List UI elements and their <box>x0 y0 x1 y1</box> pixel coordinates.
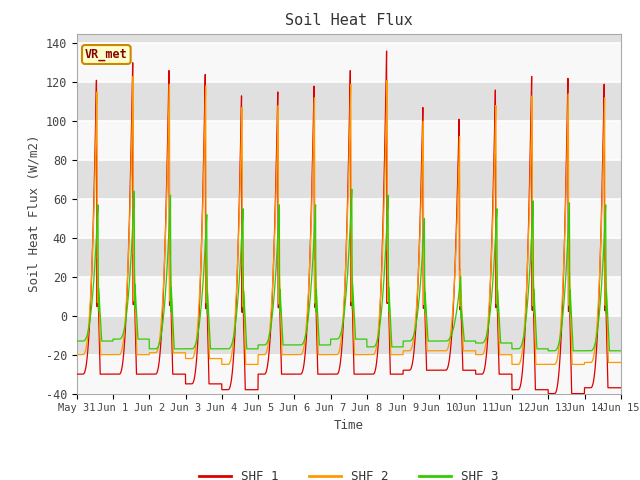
Bar <box>77 199 621 238</box>
Title: Soil Heat Flux: Soil Heat Flux <box>285 13 413 28</box>
Bar <box>77 277 621 316</box>
Text: VR_met: VR_met <box>85 48 128 61</box>
Bar <box>77 43 621 82</box>
Legend: SHF 1, SHF 2, SHF 3: SHF 1, SHF 2, SHF 3 <box>195 465 503 480</box>
X-axis label: Time: Time <box>334 419 364 432</box>
Bar <box>77 355 621 394</box>
Y-axis label: Soil Heat Flux (W/m2): Soil Heat Flux (W/m2) <box>27 135 40 292</box>
Bar <box>77 121 621 160</box>
